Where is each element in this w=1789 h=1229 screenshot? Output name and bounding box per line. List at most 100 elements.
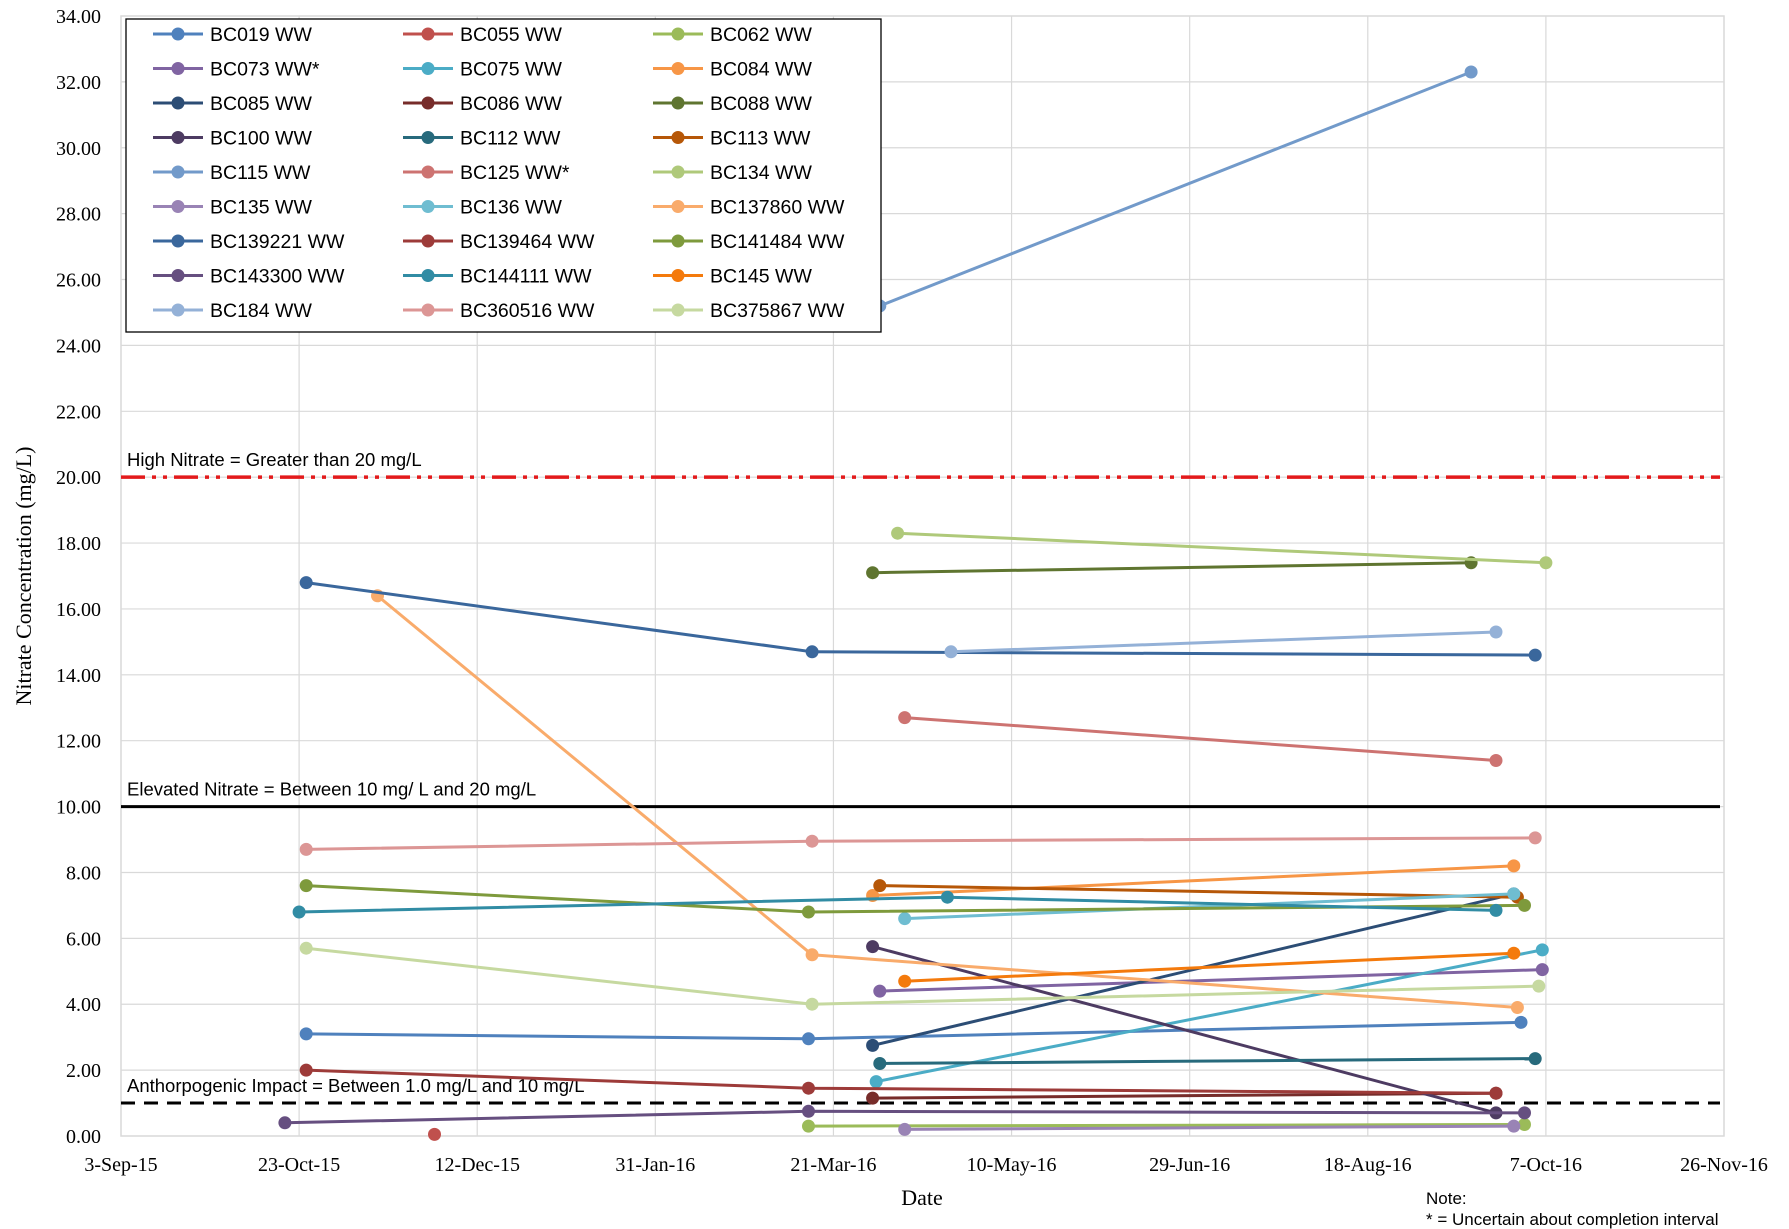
y-tick-label: 18.00: [56, 533, 101, 555]
data-point: [278, 1116, 292, 1130]
legend-label: BC085 WW: [210, 93, 312, 115]
series-bc062-ww: [802, 1118, 1531, 1133]
legend-item: BC184 WW: [153, 300, 312, 322]
legend-item: BC375867 WW: [653, 300, 845, 322]
y-tick-label: 6.00: [66, 928, 101, 950]
series-bc184-ww: [944, 625, 1503, 659]
data-series: [278, 65, 1553, 1141]
y-tick-label: 26.00: [56, 270, 101, 292]
legend-label: BC143300 WW: [210, 266, 345, 288]
y-tick-label: 2.00: [66, 1060, 101, 1082]
legend-label: BC019 WW: [210, 24, 312, 46]
legend-item: BC145 WW: [653, 266, 812, 288]
legend-label: BC100 WW: [210, 128, 312, 150]
y-tick-label: 22.00: [56, 401, 101, 423]
data-point: [1528, 648, 1542, 662]
data-point: [1507, 946, 1521, 960]
x-tick-label: 7-Oct-16: [1510, 1154, 1582, 1176]
legend-swatch-marker: [171, 62, 185, 75]
series-bc144111-ww: [292, 890, 1503, 919]
legend-label: BC125 WW*: [460, 162, 570, 184]
data-point: [1518, 898, 1531, 912]
legend-swatch-marker: [421, 27, 435, 41]
series-bc145-ww: [898, 946, 1521, 988]
data-point: [866, 566, 880, 580]
data-point: [802, 905, 815, 919]
x-tick-label: 26-Nov-16: [1680, 1154, 1768, 1176]
data-point: [891, 526, 905, 540]
legend-swatch-marker: [171, 27, 185, 41]
legend-item: BC019 WW: [153, 24, 312, 46]
data-point: [1510, 1001, 1524, 1014]
y-tick-label: 4.00: [66, 994, 101, 1016]
legend-label: BC139464 WW: [460, 231, 595, 253]
legend-swatch-marker: [171, 96, 185, 110]
legend-label: BC144111 WW: [460, 266, 592, 288]
x-axis-label: Date: [901, 1185, 943, 1210]
data-point: [873, 879, 887, 893]
data-point: [802, 1119, 815, 1133]
x-tick-label: 23-Oct-15: [258, 1154, 340, 1176]
legend-item: BC055 WW: [403, 24, 562, 46]
legend-label: BC073 WW*: [210, 59, 320, 81]
data-point: [802, 1081, 815, 1095]
legend-swatch-marker: [671, 27, 685, 41]
legend-swatch-marker: [421, 131, 435, 144]
data-point: [805, 948, 819, 962]
y-axis-tick-labels: 0.00 2.00 4.00 6.00 8.00 10.00 12.00 14.00 16.00…: [56, 6, 101, 1148]
legend-box: [125, 18, 882, 333]
data-point: [1489, 903, 1503, 917]
data-point: [299, 1027, 313, 1041]
series-line: [897, 531, 1546, 565]
legend-label: BC134 WW: [710, 162, 812, 184]
y-tick-label: 0.00: [66, 1126, 101, 1148]
legend-item: BC136 WW: [403, 197, 562, 219]
series-bc136-ww: [898, 887, 1521, 926]
reference-line-label: High Nitrate = Greater than 20 mg/L: [127, 449, 422, 470]
data-point: [1518, 1106, 1531, 1120]
legend-label: BC062 WW: [710, 24, 812, 46]
series-bc019-ww: [299, 1015, 1528, 1046]
legend-label: BC135 WW: [210, 197, 312, 219]
data-point: [1464, 65, 1478, 79]
legend-item: BC088 WW: [653, 93, 812, 115]
x-tick-label: 18-Aug-16: [1324, 1154, 1412, 1176]
legend: BC019 WW BC055 WW BC062 WW BC073 WW* BC075 W…: [125, 18, 882, 333]
series-line: [872, 864, 1514, 897]
y-tick-label: 14.00: [56, 665, 101, 687]
legend-item: BC135 WW: [153, 197, 312, 219]
data-point: [1489, 754, 1503, 767]
data-point: [299, 842, 313, 856]
legend-item: BC144111 WW: [403, 266, 592, 288]
series-bc125-ww: [898, 711, 1503, 767]
series-bc112-ww: [873, 1052, 1542, 1070]
legend-swatch-marker: [421, 303, 435, 317]
data-point: [1514, 1015, 1528, 1029]
legend-swatch-marker: [421, 200, 435, 213]
y-tick-label: 28.00: [56, 204, 101, 226]
legend-label: BC115 WW: [210, 162, 311, 184]
series-line: [872, 945, 1497, 1115]
legend-swatch-marker: [671, 96, 685, 110]
series-bc135-ww: [898, 1119, 1521, 1136]
legend-label: BC141484 WW: [710, 231, 845, 253]
series-bc134-ww: [891, 526, 1553, 570]
legend-item: BC139221 WW: [153, 231, 345, 253]
series-bc360516-ww: [299, 831, 1542, 856]
data-point: [898, 1122, 912, 1136]
data-point: [1518, 1118, 1531, 1131]
legend-item: BC086 WW: [403, 93, 562, 115]
legend-label: BC075 WW: [460, 59, 562, 81]
legend-item: BC141484 WW: [653, 231, 845, 253]
legend-item: BC125 WW*: [403, 162, 570, 184]
reference-line-label: Elevated Nitrate = Between 10 mg/ L and …: [127, 779, 536, 800]
data-point: [805, 834, 819, 848]
data-point: [944, 645, 958, 659]
x-axis-tick-labels: 3-Sep-15 23-Oct-15 12-Dec-15 31-Jan-16 21-Ma…: [84, 1154, 1768, 1176]
data-point: [1532, 979, 1546, 993]
series-bc143300-ww: [278, 1104, 1531, 1130]
data-point: [802, 1104, 815, 1118]
data-point: [940, 890, 954, 904]
data-point: [1507, 1119, 1521, 1133]
